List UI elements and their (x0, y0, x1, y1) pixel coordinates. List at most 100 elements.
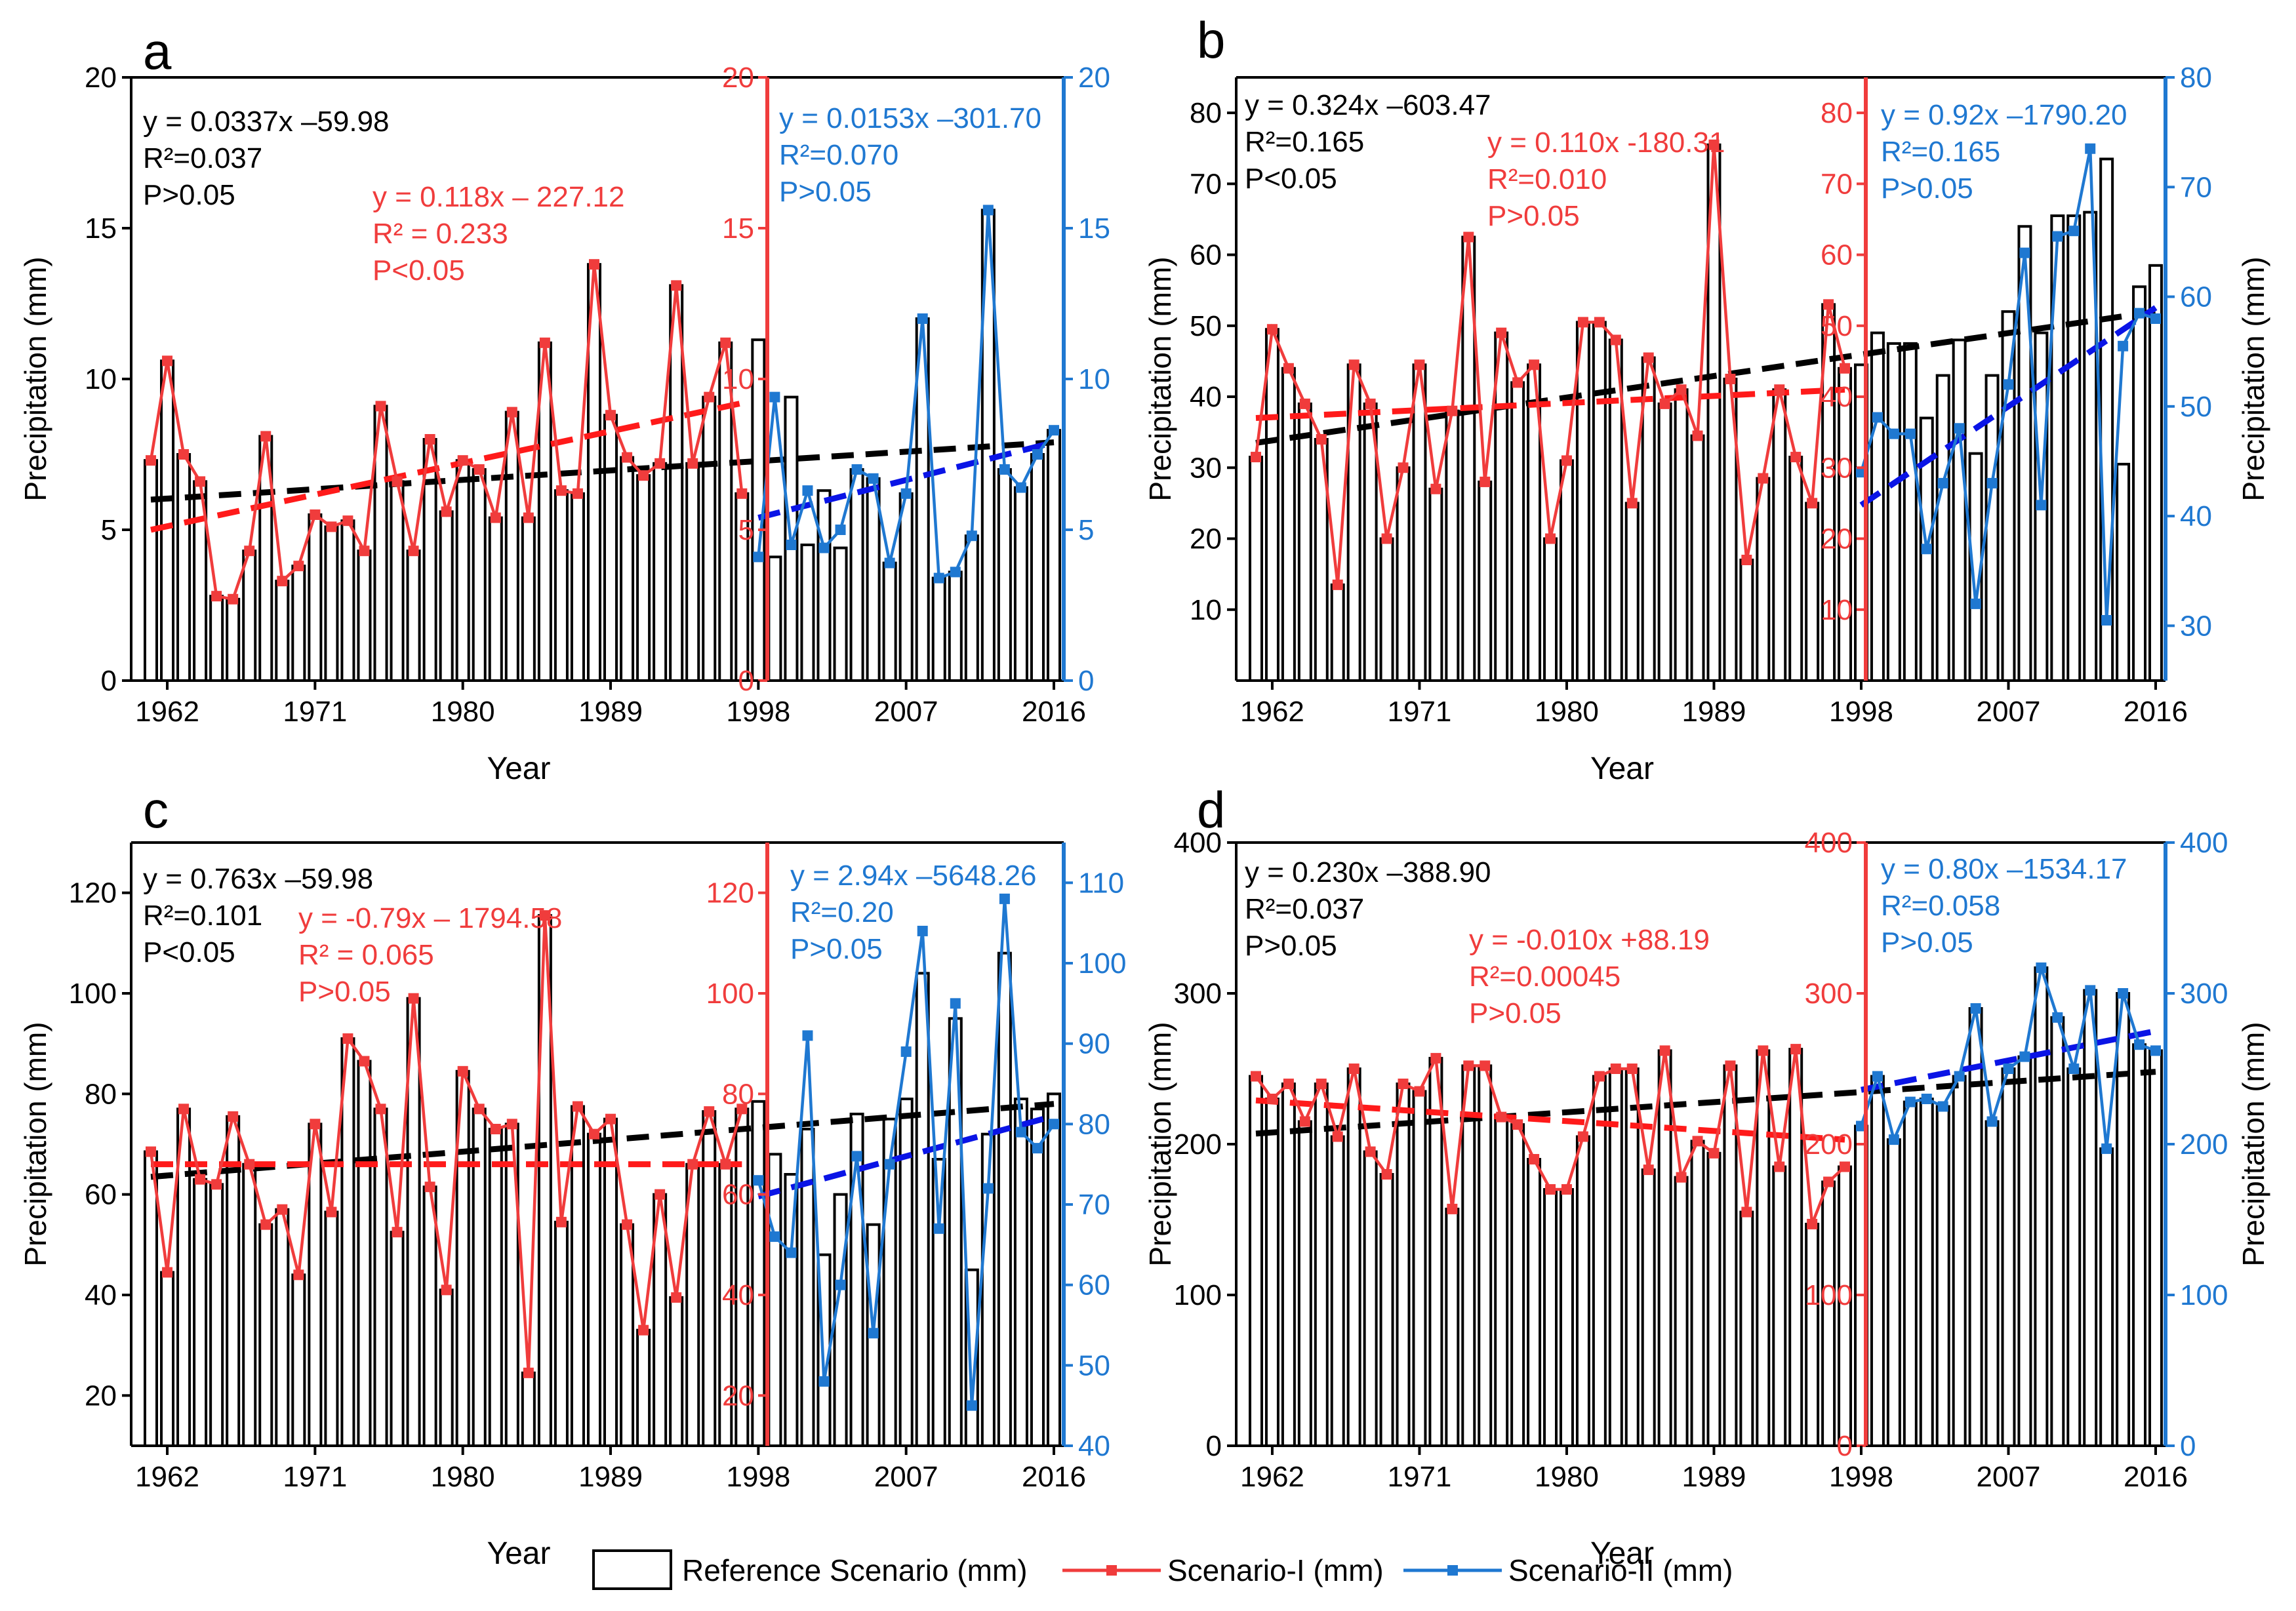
scenario-1-marker (1626, 498, 1638, 509)
reference-bar (964, 534, 979, 683)
scenario-2-tick-label: 80 (2180, 62, 2212, 94)
scenario-1-marker (1823, 1176, 1834, 1187)
x-tick-label: 2007 (1977, 696, 2041, 728)
reference-bar (1428, 487, 1443, 682)
scenario-1-marker (1283, 363, 1294, 374)
reference-bar (1624, 502, 1640, 682)
scenario-2-trend-line (1859, 305, 2158, 508)
scenario-1-marker (655, 458, 666, 469)
left-tick-label: 400 (1174, 827, 1222, 859)
reference-bar (997, 468, 1012, 682)
scenario-1-marker (572, 488, 583, 499)
scenario-2-marker (835, 1279, 846, 1290)
reference-bar (1657, 402, 1672, 682)
scenario-1-marker (736, 488, 748, 499)
reference-bar (472, 1107, 487, 1448)
reference-bar (636, 1328, 651, 1447)
reference-bar (915, 972, 930, 1448)
legend-swatch-reference (592, 1549, 672, 1590)
scenario-1-marker (1398, 1079, 1409, 1089)
scenario-2-marker (1970, 1003, 1981, 1014)
reference-bar (2132, 285, 2147, 682)
scenario-2-marker (786, 1247, 797, 1258)
scenario-2-marker (2052, 231, 2063, 242)
reference-bar (554, 489, 569, 682)
reference-bar (1739, 1210, 1754, 1447)
scenario-2-tick-label: 300 (2180, 978, 2228, 1010)
scenario-1-marker (1659, 1045, 1670, 1056)
reference-bar (833, 1193, 848, 1447)
regression-annotation-s2: R²=0.20 (790, 896, 894, 928)
scenario-2-tick-label: 50 (2180, 391, 2212, 423)
reference-bar (1046, 429, 1062, 682)
scenario-1-marker (473, 1104, 485, 1115)
reference-bar (1478, 480, 1493, 682)
scenario-1-marker (1774, 1161, 1785, 1172)
scenario-1-marker (523, 512, 534, 523)
scenario-1-tick-label: 30 (1821, 452, 1853, 484)
reference-bar (2148, 1049, 2163, 1447)
scenario-1-marker (1447, 1203, 1458, 1214)
reference-bar (586, 1132, 601, 1447)
regression-annotation-s1: P>0.05 (1469, 997, 1561, 1029)
y-axis-title-right: Precipitation (mm) (2236, 256, 2270, 501)
scenario-1-tick-label: 40 (722, 1279, 754, 1311)
reference-bar (439, 510, 454, 683)
scenario-1-tick-label: 15 (722, 212, 754, 245)
scenario-1-marker (490, 512, 501, 523)
scenario-1-marker (1725, 1060, 1736, 1071)
scenario-1-marker (424, 434, 435, 445)
scenario-2-marker (900, 488, 912, 499)
reference-bar (1952, 1075, 1967, 1447)
scenario-1-tick-label: 5 (738, 514, 754, 546)
reference-bar (258, 1223, 273, 1447)
scenario-1-marker (178, 449, 190, 460)
reference-bar (849, 468, 864, 682)
x-tick-label: 1962 (135, 696, 199, 728)
reference-bar (488, 516, 503, 682)
scenario-1-marker (293, 561, 304, 572)
scenario-1-marker (1512, 1119, 1523, 1130)
scenario-1-marker (1594, 1071, 1605, 1082)
regression-annotation-s1: R²=0.00045 (1469, 961, 1621, 993)
x-tick-label: 1962 (135, 1461, 199, 1493)
regression-annotation-s1: y = -0.010x +88.19 (1469, 924, 1710, 956)
scenario-1-marker (473, 464, 485, 475)
reference-bar (702, 395, 717, 682)
reference-bar (1445, 409, 1460, 682)
x-tick-label: 1971 (283, 696, 347, 728)
reference-bar (570, 1105, 585, 1447)
scenario-1-marker (704, 1106, 715, 1117)
reference-bar (1756, 477, 1771, 682)
scenario-2-marker (1032, 449, 1043, 460)
reference-bar (931, 576, 946, 682)
reference-bar (1412, 363, 1427, 683)
reference-bar (1870, 1075, 1885, 1447)
reference-bar (1510, 381, 1525, 682)
scenario-1-marker (1823, 299, 1834, 310)
regression-annotation-s2: P>0.05 (779, 176, 872, 208)
reference-bar (767, 555, 782, 683)
reference-bar (1264, 328, 1279, 682)
scenario-1-marker (1332, 1131, 1343, 1142)
scenario-2-marker (1855, 467, 1866, 478)
reference-bar (1013, 486, 1028, 682)
scenario-1-tick-label: 20 (722, 62, 754, 94)
reference-bar (1494, 331, 1509, 683)
left-tick-label: 20 (85, 62, 117, 94)
left-tick-label: 10 (1190, 594, 1222, 626)
reference-bar (816, 489, 832, 682)
regression-annotation-s2: R²=0.070 (779, 139, 898, 171)
x-tick-label: 2007 (874, 696, 938, 728)
x-tick-label: 1971 (1388, 696, 1452, 728)
reference-bar (1886, 342, 1901, 682)
scenario-1-marker (310, 1119, 321, 1130)
reference-bar (2001, 1067, 2016, 1447)
scenario-1-marker (457, 455, 468, 466)
scenario-2-marker (2068, 1064, 2080, 1074)
scenario-1-marker (1414, 359, 1425, 370)
scenario-2-marker (2085, 985, 2096, 996)
reference-bar (1592, 1075, 1607, 1447)
reference-bar (898, 1098, 914, 1447)
scenario-1-tick-label: 80 (722, 1078, 754, 1110)
